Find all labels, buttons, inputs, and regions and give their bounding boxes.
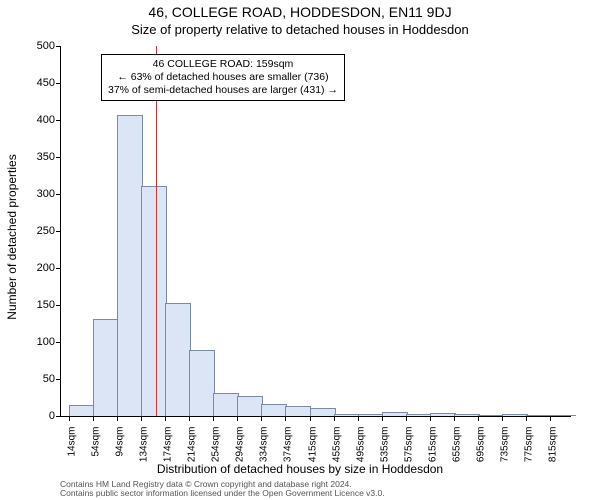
- y-tick-label: 400: [37, 114, 55, 126]
- x-tick-label: 174sqm: [163, 427, 174, 463]
- y-axis-title: Number of detached properties: [5, 154, 19, 319]
- y-tick-label: 250: [37, 225, 55, 237]
- x-tick: [189, 416, 190, 421]
- x-tick: [502, 416, 503, 421]
- x-tick-label: 415sqm: [308, 427, 319, 463]
- x-tick: [430, 416, 431, 421]
- x-tick: [358, 416, 359, 421]
- footer-line-2: Contains public sector information licen…: [60, 489, 385, 498]
- y-tick-label: 100: [37, 336, 55, 348]
- histogram-bar: [141, 186, 167, 416]
- x-tick: [334, 416, 335, 421]
- x-tick: [117, 416, 118, 421]
- y-tick: [56, 342, 61, 343]
- histogram-bar: [430, 413, 456, 416]
- x-tick: [93, 416, 94, 421]
- histogram-bar: [310, 408, 336, 416]
- plot-area: 05010015020025030035040045050014sqm54sqm…: [60, 46, 571, 417]
- x-tick: [406, 416, 407, 421]
- x-tick-label: 14sqm: [67, 427, 78, 457]
- histogram-bar: [237, 396, 263, 416]
- histogram-bar: [526, 415, 552, 416]
- histogram-bar: [478, 415, 504, 416]
- x-tick-label: 54sqm: [91, 427, 102, 457]
- x-tick: [526, 416, 527, 421]
- histogram-bar: [406, 414, 432, 416]
- histogram-bar: [189, 350, 215, 416]
- histogram-bar: [165, 303, 191, 416]
- histogram-bar: [502, 414, 528, 416]
- y-tick: [56, 416, 61, 417]
- x-axis-title: Distribution of detached houses by size …: [0, 462, 600, 476]
- x-tick: [310, 416, 311, 421]
- x-tick-label: 495sqm: [356, 427, 367, 463]
- y-tick: [56, 120, 61, 121]
- x-tick-label: 695sqm: [476, 427, 487, 463]
- y-tick-label: 50: [43, 373, 55, 385]
- annotation-box: 46 COLLEGE ROAD: 159sqm← 63% of detached…: [101, 54, 345, 101]
- x-tick: [285, 416, 286, 421]
- x-tick-label: 535sqm: [380, 427, 391, 463]
- x-tick-label: 334sqm: [259, 427, 270, 463]
- y-tick-label: 0: [49, 410, 55, 422]
- x-tick: [165, 416, 166, 421]
- x-tick-label: 775sqm: [524, 427, 535, 463]
- x-tick-label: 455sqm: [332, 427, 343, 463]
- y-tick: [56, 46, 61, 47]
- x-tick-label: 134sqm: [139, 427, 150, 463]
- chart-title-sub: Size of property relative to detached ho…: [0, 22, 600, 37]
- x-tick-label: 575sqm: [404, 427, 415, 463]
- annotation-line-2: ← 63% of detached houses are smaller (73…: [108, 71, 338, 84]
- property-marker-line: [156, 46, 157, 416]
- chart-title-main: 46, COLLEGE ROAD, HODDESDON, EN11 9DJ: [0, 4, 600, 20]
- footer-attribution: Contains HM Land Registry data © Crown c…: [60, 480, 385, 499]
- histogram-bar: [382, 412, 408, 416]
- x-tick: [237, 416, 238, 421]
- annotation-line-1: 46 COLLEGE ROAD: 159sqm: [108, 58, 338, 71]
- x-tick-label: 254sqm: [211, 427, 222, 463]
- x-tick-label: 615sqm: [428, 427, 439, 463]
- y-tick: [56, 305, 61, 306]
- x-tick-label: 94sqm: [115, 427, 126, 457]
- y-tick: [56, 194, 61, 195]
- x-tick: [478, 416, 479, 421]
- annotation-line-3: 37% of semi-detached houses are larger (…: [108, 84, 338, 97]
- x-tick: [261, 416, 262, 421]
- x-tick-label: 655sqm: [452, 427, 463, 463]
- x-tick: [141, 416, 142, 421]
- y-tick: [56, 157, 61, 158]
- x-tick: [382, 416, 383, 421]
- x-tick-label: 214sqm: [187, 427, 198, 463]
- y-tick: [56, 83, 61, 84]
- y-tick-label: 350: [37, 151, 55, 163]
- x-tick: [454, 416, 455, 421]
- histogram-bar: [261, 404, 287, 416]
- x-tick-label: 735sqm: [500, 427, 511, 463]
- x-tick-label: 374sqm: [283, 427, 294, 463]
- y-tick-label: 500: [37, 40, 55, 52]
- chart-container: 46, COLLEGE ROAD, HODDESDON, EN11 9DJ Si…: [0, 0, 600, 500]
- y-tick-label: 450: [37, 77, 55, 89]
- histogram-bar: [213, 393, 239, 416]
- histogram-bar: [93, 319, 119, 416]
- x-tick: [550, 416, 551, 421]
- histogram-bar: [69, 405, 95, 416]
- histogram-bar: [358, 414, 384, 416]
- x-tick: [213, 416, 214, 421]
- y-tick: [56, 268, 61, 269]
- histogram-bar: [550, 415, 576, 416]
- y-tick: [56, 379, 61, 380]
- histogram-bar: [334, 414, 360, 416]
- y-tick-label: 300: [37, 188, 55, 200]
- x-tick: [69, 416, 70, 421]
- y-tick: [56, 231, 61, 232]
- histogram-bar: [285, 406, 311, 416]
- x-tick-label: 294sqm: [235, 427, 246, 463]
- histogram-bar: [117, 115, 143, 416]
- histogram-bar: [454, 414, 480, 416]
- y-tick-label: 200: [37, 262, 55, 274]
- x-tick-label: 815sqm: [548, 427, 559, 463]
- y-tick-label: 150: [37, 299, 55, 311]
